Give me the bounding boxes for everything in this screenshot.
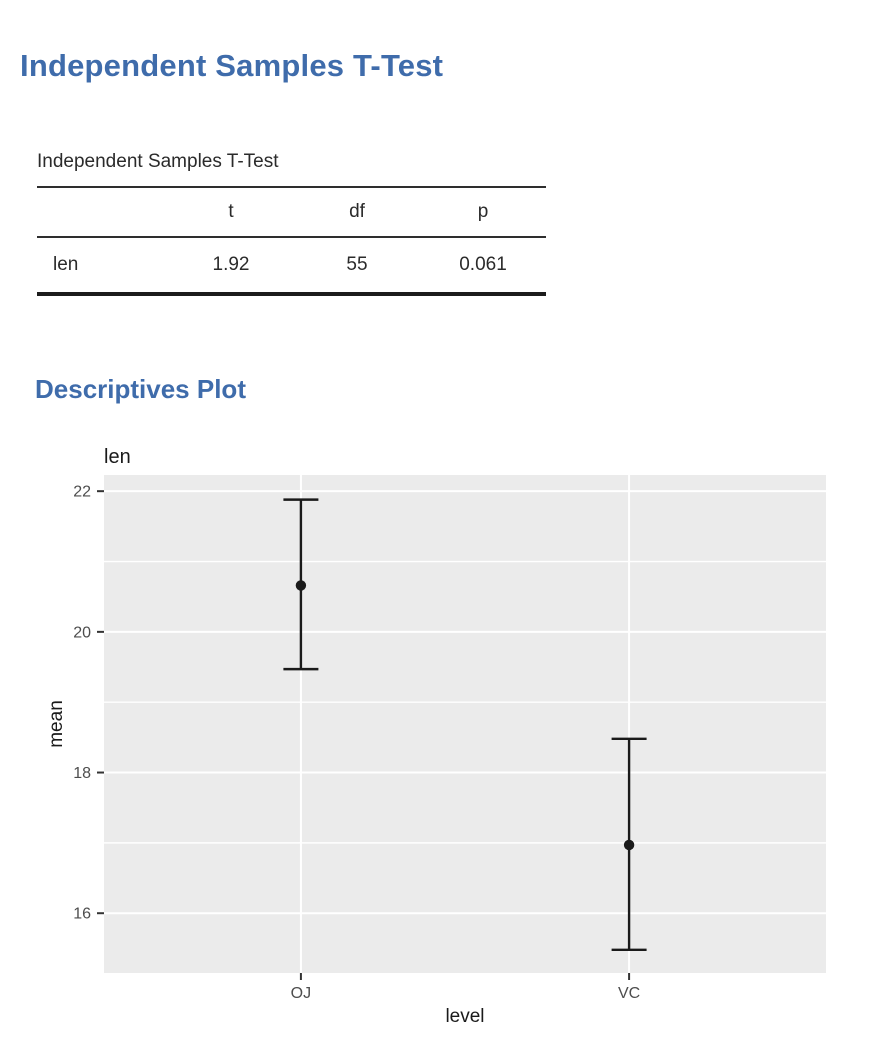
mean-point-VC	[623, 839, 635, 851]
column-header-empty	[37, 187, 168, 238]
x-tick-label: VC	[618, 985, 640, 1002]
y-tick-label: 18	[73, 765, 91, 782]
plot-title: len	[104, 446, 131, 468]
plot-panel	[104, 475, 826, 973]
descriptives-plot-figure: 16 18 20 22 OJ VC len level mean	[46, 446, 826, 1027]
y-tick-label: 20	[73, 624, 91, 641]
ttest-results-table: Independent Samples T-Test t df p len 1.…	[37, 150, 546, 296]
cell-df-value: 55	[346, 254, 368, 275]
descriptives-plot-heading: Descriptives Plot	[35, 374, 246, 404]
x-axis-title: level	[445, 1006, 484, 1027]
mean-point-OJ	[295, 580, 307, 591]
column-header-df: df	[294, 187, 420, 238]
page-title: Independent Samples T-Test	[20, 48, 444, 83]
cell-p-value: 0.061	[459, 254, 507, 275]
y-tick-label: 22	[73, 484, 91, 501]
cell-t-value: 1.92	[212, 254, 250, 275]
column-header-p: p	[420, 187, 546, 238]
results-table: t df p len 1.92 55 0.061	[37, 186, 546, 296]
row-label-len: len	[53, 254, 79, 275]
y-tick-label: 16	[73, 906, 91, 923]
x-tick-label: OJ	[291, 985, 311, 1002]
table-caption: Independent Samples T-Test	[37, 151, 279, 172]
table-header-row: t df p	[37, 187, 546, 238]
y-axis-title: mean	[46, 700, 67, 748]
column-header-t: t	[168, 187, 294, 238]
table-row: len 1.92 55 0.061	[37, 237, 546, 294]
